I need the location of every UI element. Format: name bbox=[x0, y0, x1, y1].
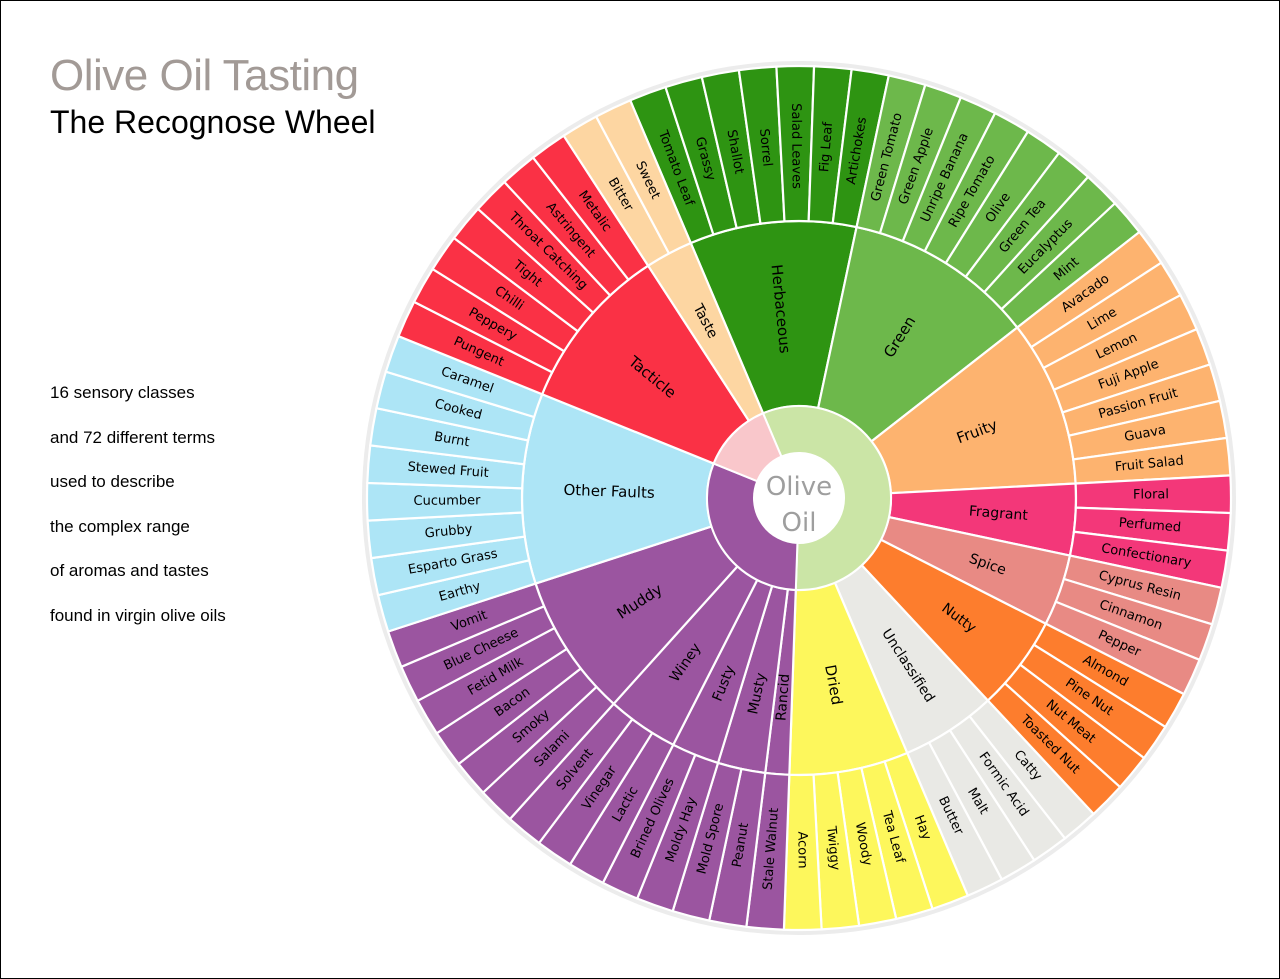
term-label: Salad Leaves bbox=[788, 103, 804, 189]
description-line: the complex range bbox=[50, 516, 190, 536]
hub-label: Oil bbox=[782, 508, 817, 538]
term-label: Sorrel bbox=[756, 128, 775, 167]
page-subtitle: The Recognose Wheel bbox=[50, 104, 376, 140]
term-wedge bbox=[594, 98, 693, 255]
term-label: Twiggy bbox=[823, 825, 842, 872]
hub-label: Olive bbox=[766, 472, 832, 502]
term-label: Fruit Salad bbox=[1114, 453, 1184, 475]
term-label: Grubby bbox=[424, 522, 473, 542]
description-line: and 72 different terms bbox=[50, 427, 216, 447]
category-label: Other Faults bbox=[563, 481, 655, 502]
description-line: found in virgin olive oils bbox=[50, 605, 226, 625]
term-label: Peanut bbox=[730, 822, 752, 869]
page-title: Olive Oil Tasting bbox=[50, 51, 359, 100]
term-label: Floral bbox=[1133, 487, 1169, 502]
description-line: 16 sensory classes bbox=[50, 383, 195, 402]
description-line: used to describe bbox=[50, 472, 175, 491]
term-label: Fig Leaf bbox=[817, 121, 836, 173]
description-line: of aromas and tastes bbox=[50, 561, 209, 580]
category-rancid: Stale Walnut Rancid bbox=[745, 588, 797, 931]
hub bbox=[754, 453, 844, 543]
term-label: Guava bbox=[1123, 423, 1167, 445]
term-label: Stale Walnut bbox=[761, 807, 782, 890]
description: 16 sensory classes and 72 different term… bbox=[50, 371, 226, 638]
term-label: Acorn bbox=[794, 831, 809, 868]
outer-ring bbox=[362, 61, 1236, 935]
category-label: Rancid bbox=[773, 673, 793, 721]
term-label: Burnt bbox=[433, 430, 471, 451]
category-label: Fragrant bbox=[968, 503, 1029, 524]
term-label: Perfumed bbox=[1118, 516, 1181, 536]
term-label: Cucumber bbox=[413, 493, 481, 509]
term-label: Stewed Fruit bbox=[407, 460, 489, 481]
